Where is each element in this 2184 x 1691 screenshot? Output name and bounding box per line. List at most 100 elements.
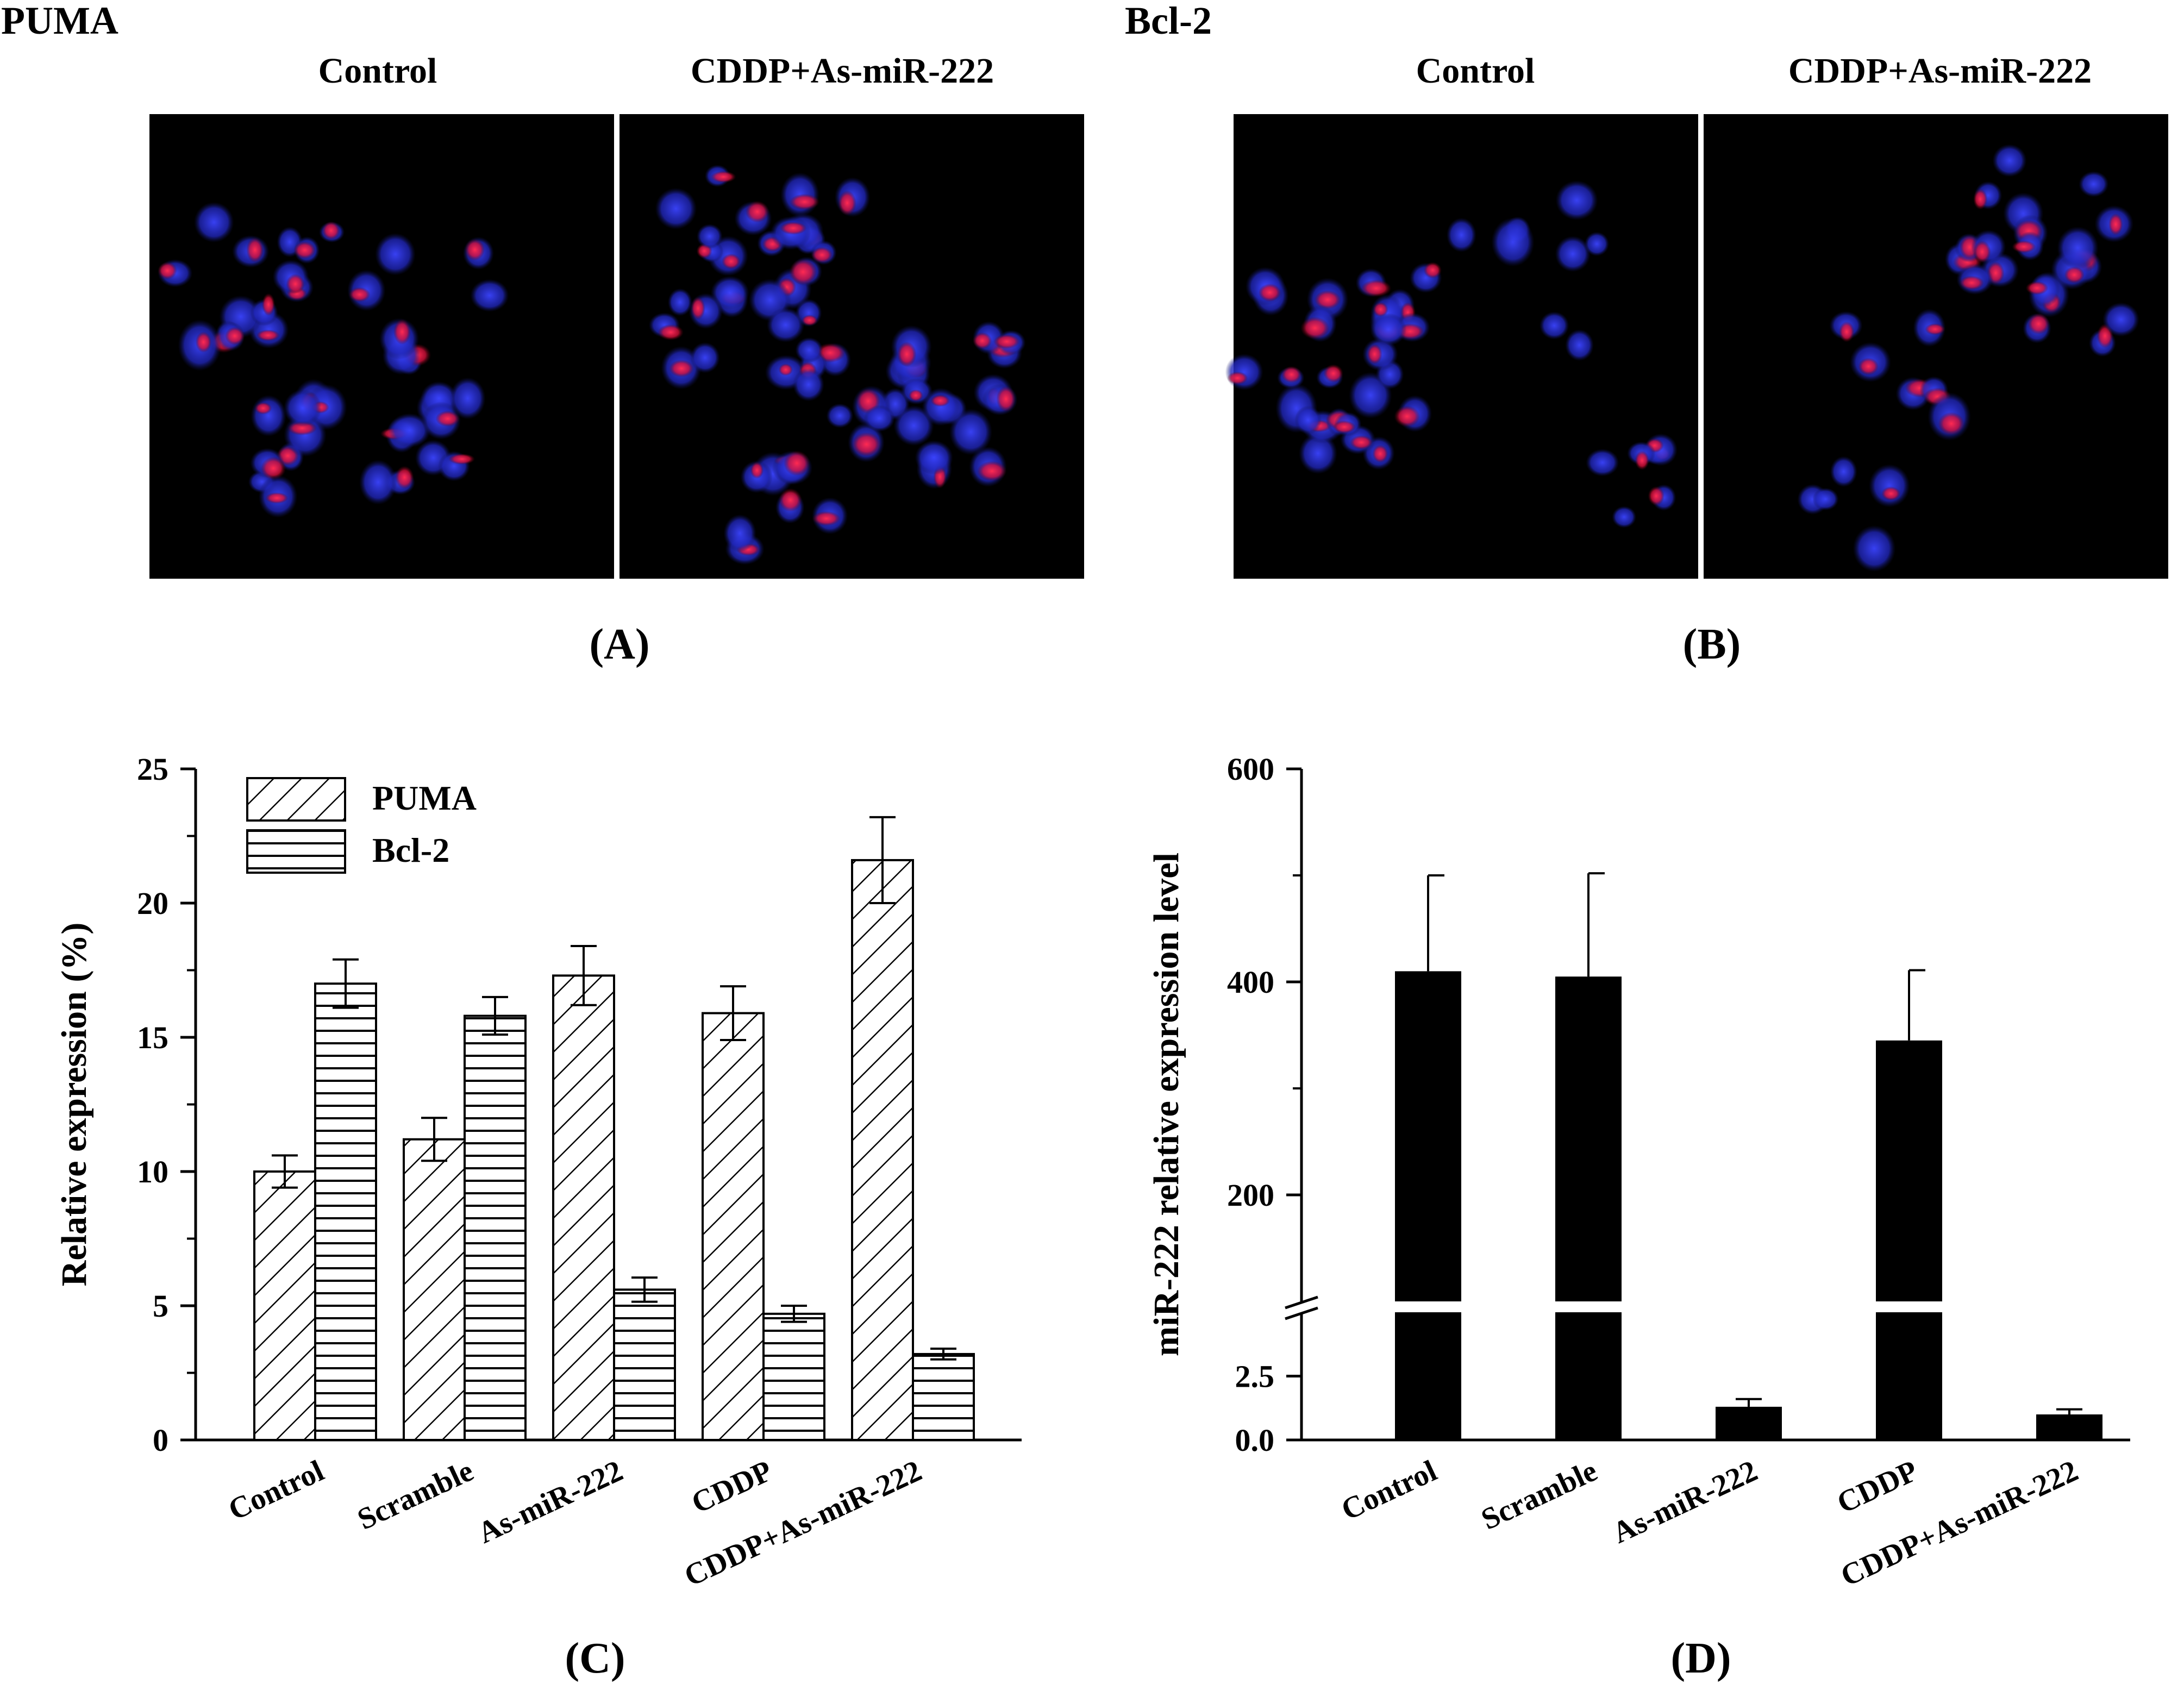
- chart-c-y-tick-label: 15: [137, 1020, 168, 1055]
- cell-nucleus: [1555, 236, 1591, 272]
- cell-stain: [1281, 366, 1302, 383]
- chart-d-y-tick-label: 400: [1227, 965, 1274, 1000]
- cell-stain: [254, 402, 272, 415]
- cell-nucleus: [388, 413, 431, 448]
- cell-nucleus: [1446, 217, 1476, 253]
- chart-d-x-tick-label: As-miR-222: [1607, 1454, 1763, 1550]
- chart-d-y-tick-label: 2.5: [1235, 1359, 1275, 1394]
- cell-stain: [909, 389, 923, 402]
- cell-nucleus: [1294, 405, 1322, 435]
- panel-a-image-title-treated: CDDP+As-miR-222: [691, 51, 994, 91]
- cell-stain: [930, 394, 950, 407]
- chart-d-bar-lower: [1555, 1312, 1622, 1440]
- panel-b-label: (B): [1683, 621, 1741, 668]
- cell-nucleus: [1299, 433, 1337, 474]
- cell-stain: [435, 410, 460, 427]
- cell-stain: [2064, 266, 2085, 284]
- cell-stain: [972, 332, 992, 349]
- panel-b-heading: Bcl-2: [1125, 0, 1212, 42]
- cell-nucleus: [449, 377, 486, 419]
- panel-b-image-title-control: Control: [1416, 51, 1535, 91]
- chart-c-bar-puma: [851, 859, 914, 1441]
- cell-nucleus: [949, 409, 992, 455]
- cell-stain: [1973, 240, 1991, 263]
- chart-c-x-tick-label: Scramble: [353, 1454, 479, 1537]
- cell-stain: [393, 319, 411, 345]
- chart-c-bar-bcl-2: [762, 1312, 825, 1442]
- chart-d-y-tick-label: 600: [1227, 751, 1274, 787]
- chart-c-y-axis-label: Relative expression (%): [54, 923, 94, 1287]
- chart-c-x-tick-label: CDDP: [686, 1454, 777, 1520]
- chart-d-bar: [1395, 971, 1461, 1301]
- cell-stain: [1300, 316, 1330, 340]
- cell-stain: [1881, 486, 1901, 501]
- chart-d-axis-break-mark: [1285, 1295, 1318, 1310]
- cell-nucleus: [1555, 180, 1598, 221]
- cell-stain: [158, 261, 177, 280]
- cell-stain: [224, 327, 245, 345]
- cell-nucleus: [1225, 353, 1263, 391]
- cell-stain: [261, 293, 276, 316]
- cell-nucleus: [2057, 226, 2099, 270]
- chart-d-y-axis-label: miR-222 relative expression level: [1147, 853, 1186, 1356]
- cell-nucleus: [284, 389, 322, 427]
- cell-stain: [1372, 444, 1388, 463]
- cell-stain: [789, 259, 817, 285]
- micrograph-puma-control: [149, 114, 614, 579]
- cell-nucleus: [375, 233, 416, 275]
- micrograph-bcl2-treated: [1704, 114, 2168, 579]
- cell-stain: [1839, 321, 1855, 342]
- cell-stain: [691, 297, 705, 320]
- chart-c-y-tick-label: 10: [137, 1154, 168, 1189]
- cell-stain: [293, 241, 316, 259]
- cell-nucleus: [667, 288, 692, 316]
- cell-stain: [790, 193, 820, 210]
- cell-stain: [993, 334, 1020, 349]
- cell-stain: [778, 363, 793, 376]
- chart-c-y-tick-label: 5: [153, 1288, 168, 1324]
- cell-nucleus: [1853, 525, 1896, 572]
- cell-nucleus: [655, 187, 697, 230]
- cell-stain: [838, 190, 856, 216]
- cell-stain: [745, 201, 769, 223]
- cell-stain: [265, 492, 289, 504]
- cell-stain: [1635, 450, 1649, 471]
- cell-stain: [658, 324, 684, 341]
- cell-nucleus: [922, 387, 960, 426]
- panel-a-image-title-control: Control: [318, 51, 437, 91]
- cell-stain: [802, 315, 818, 326]
- cell-stain: [2025, 281, 2049, 295]
- cell-stain: [1367, 344, 1382, 365]
- chart-c-bar-bcl-2: [464, 1014, 527, 1441]
- micrograph-bcl2-control: [1225, 114, 1698, 579]
- chart-d-panel-label: (D): [1670, 1634, 1731, 1682]
- cell-stain: [721, 253, 741, 270]
- cell-stain: [1394, 405, 1420, 427]
- chart-d-bar: [1716, 1406, 1782, 1440]
- cell-stain: [448, 453, 475, 465]
- cell-stain: [1350, 435, 1373, 450]
- chart-d-x-tick-label: Scramble: [1476, 1454, 1603, 1537]
- cell-nucleus: [251, 394, 286, 437]
- chart-d-bar: [1555, 976, 1622, 1301]
- cell-stain: [750, 461, 764, 479]
- cell-nucleus: [193, 202, 234, 243]
- chart-d-axis-break-mark: [1285, 1306, 1318, 1320]
- cell-stain: [1332, 420, 1356, 434]
- chart-c-bar-puma: [253, 1170, 316, 1441]
- cell-stain: [1959, 275, 1984, 290]
- cell-stain: [1314, 290, 1341, 310]
- cell-stain: [710, 171, 736, 183]
- chart-c-x-tick-label: CDDP+As-miR-222: [679, 1454, 927, 1593]
- chart-c-y-tick-label: 20: [137, 886, 168, 921]
- cell-stain: [322, 221, 340, 240]
- cell-nucleus: [915, 440, 953, 475]
- chart-d: 200 400 600 0.0 2.5 miR-222 relative expressi…: [1147, 751, 2130, 1682]
- cell-stain: [852, 432, 881, 457]
- chart-d-x-tick-label: CDDP: [1832, 1454, 1923, 1520]
- cell-stain: [996, 386, 1016, 412]
- chart-c-y-tick-label: 25: [137, 751, 168, 787]
- cell-nucleus: [359, 460, 397, 505]
- cell-nucleus: [863, 405, 895, 432]
- cell-nucleus: [2079, 171, 2109, 197]
